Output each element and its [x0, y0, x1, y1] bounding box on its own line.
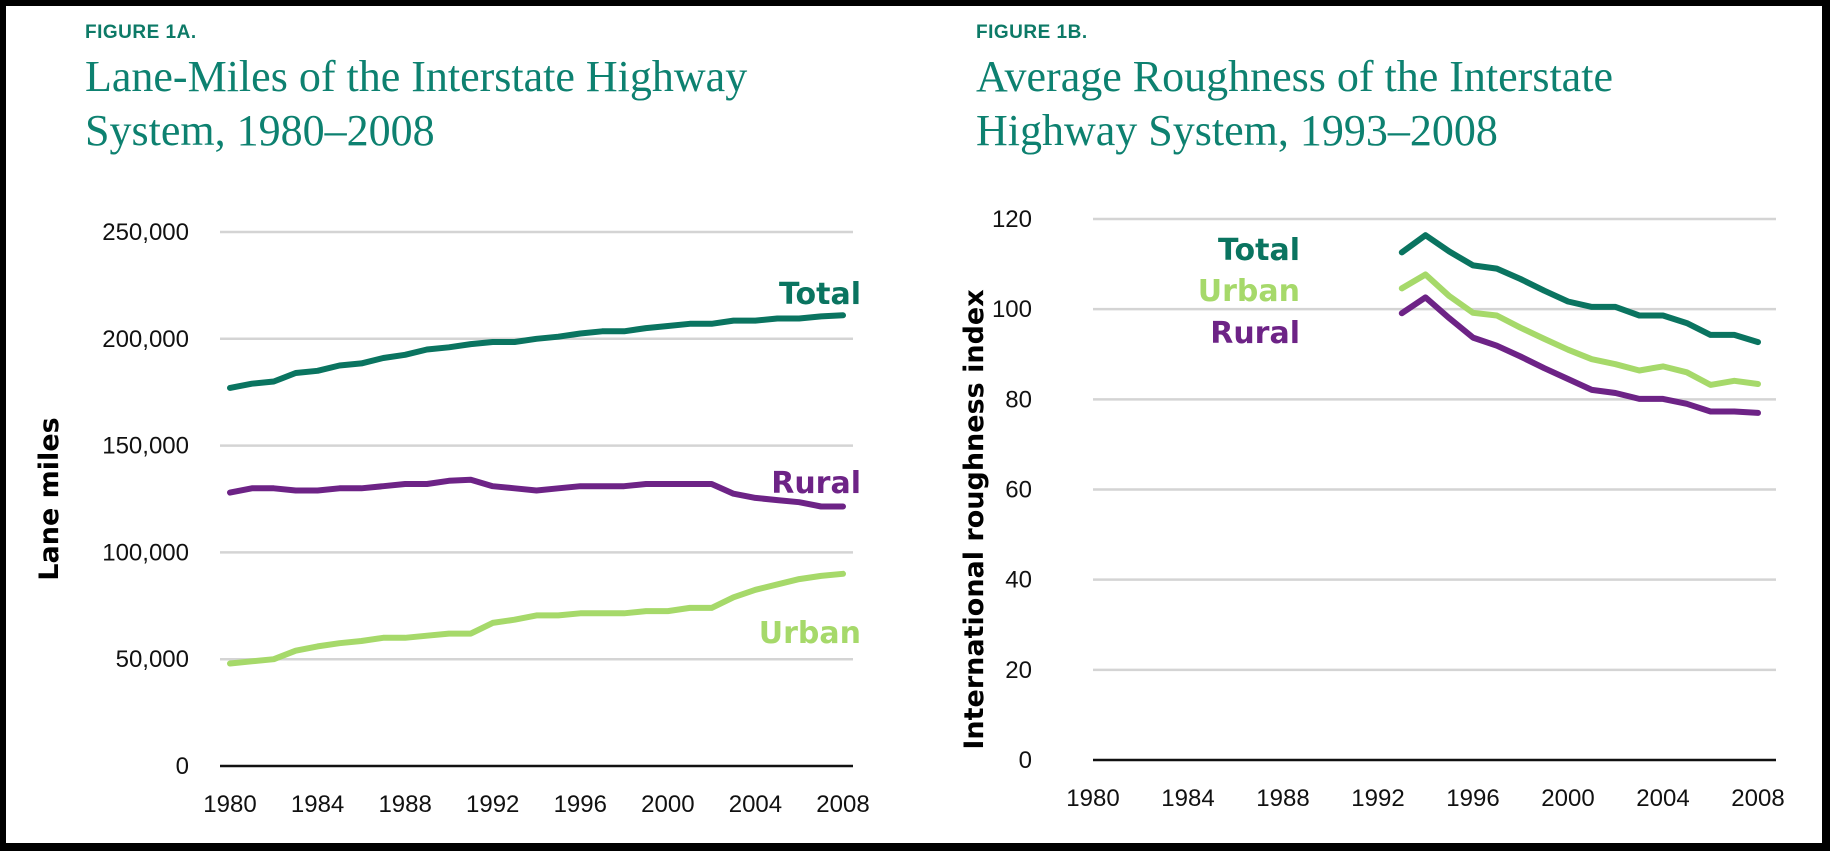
x-tick-label: 2004: [729, 791, 782, 818]
y-tick-label: 0: [1019, 747, 1032, 774]
y-tick-label: 100,000: [102, 539, 189, 566]
x-tick-label: 1992: [1351, 785, 1404, 812]
x-tick-label: 1988: [378, 791, 431, 818]
y-tick-label: 100: [992, 296, 1032, 323]
figure-1a-panel: FIGURE 1A. Lane-Miles of the Interstate …: [6, 6, 906, 843]
y-tick-label: 60: [1005, 477, 1032, 504]
y-tick-label: 40: [1005, 567, 1032, 594]
x-tick-label: 1980: [1066, 785, 1119, 812]
x-tick-label: 1984: [1161, 785, 1214, 812]
series-line-total: [1398, 232, 1761, 346]
y-tick-label: 120: [992, 206, 1032, 233]
roughness-chart: 0 20 40 60 80 100 120 1980 1984 1988 1992 1996 2000 2…: [959, 206, 1785, 812]
series-label-rural: Rural: [1210, 316, 1300, 351]
series-line-rural: [227, 476, 846, 510]
y-tick-label: 50,000: [116, 646, 189, 673]
x-tick-label: 1996: [554, 791, 607, 818]
y-axis-title: Lane miles: [34, 417, 65, 580]
figure-1a-label: FIGURE 1A.: [85, 22, 197, 43]
x-tick-label: 1996: [1446, 785, 1499, 812]
figure-1b-label: FIGURE 1B.: [976, 22, 1088, 43]
x-tick-label: 1988: [1256, 785, 1309, 812]
series-line-urban: [1398, 271, 1761, 388]
y-axis-title: International roughness index: [959, 289, 990, 749]
x-tick-label: 1992: [466, 791, 519, 818]
y-tick-label: 0: [176, 753, 189, 780]
figure-1b-title: Average Roughness of the Interstate High…: [976, 50, 1613, 158]
x-tick-label: 2000: [641, 791, 694, 818]
x-tick-label: 2008: [816, 791, 869, 818]
series-label-total: Total: [1218, 233, 1300, 268]
y-tick-label: 80: [1005, 386, 1032, 413]
series-label-total: Total: [779, 277, 861, 312]
y-tick-label: 20: [1005, 657, 1032, 684]
series-line-total: [227, 312, 846, 391]
x-tick-label: 2000: [1541, 785, 1594, 812]
y-tick-label: 150,000: [102, 433, 189, 460]
figure-1a-title-line1: Lane-Miles of the Interstate Highway: [85, 52, 748, 101]
y-tick-label: 250,000: [102, 219, 189, 246]
figure-1a-title: Lane-Miles of the Interstate Highway Sys…: [85, 50, 747, 158]
figure-1b-title-line2: Highway System, 1993–2008: [976, 106, 1498, 155]
figure-1b-panel: FIGURE 1B. Average Roughness of the Inte…: [906, 6, 1822, 843]
x-tick-label: 2004: [1636, 785, 1689, 812]
series-label-urban: Urban: [1198, 274, 1300, 309]
series-line-urban: [227, 570, 846, 667]
figure-frame: FIGURE 1A. Lane-Miles of the Interstate …: [6, 6, 1822, 843]
series-label-rural: Rural: [771, 466, 861, 501]
y-tick-label: 200,000: [102, 326, 189, 353]
x-tick-label: 1980: [203, 791, 256, 818]
x-tick-label: 1984: [291, 791, 344, 818]
figure-1b-title-line1: Average Roughness of the Interstate: [976, 52, 1613, 101]
lane-miles-chart: 0 50,000 100,000 150,000 200,000 250,000 1980 1…: [34, 219, 870, 818]
series-label-urban: Urban: [759, 616, 861, 651]
series-line-rural: [1398, 294, 1761, 416]
x-tick-label: 2008: [1731, 785, 1784, 812]
figure-1a-title-line2: System, 1980–2008: [85, 106, 435, 155]
